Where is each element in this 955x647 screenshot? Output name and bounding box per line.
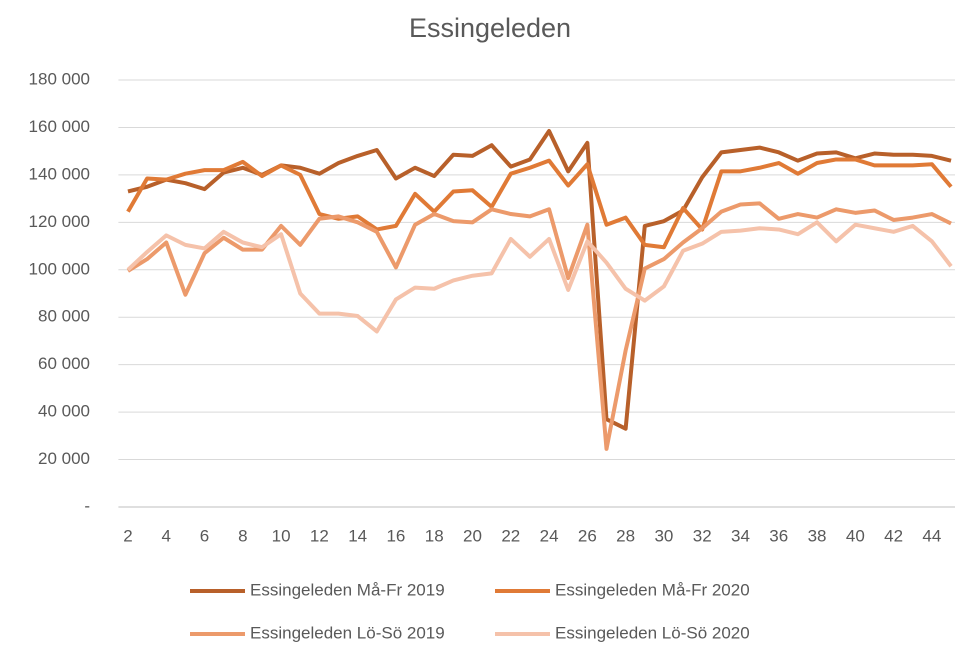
y-tick-label: 180 000 [29, 69, 90, 88]
legend-label: Essingeleden Lö-Sö 2020 [555, 623, 750, 642]
y-tick-label: 80 000 [38, 307, 90, 326]
x-tick-label: 8 [238, 526, 247, 545]
x-tick-label: 6 [200, 526, 209, 545]
x-tick-label: 20 [463, 526, 482, 545]
y-tick-label: 140 000 [29, 164, 90, 183]
y-tick-label: 160 000 [29, 117, 90, 136]
legend-label: Essingeleden Må-Fr 2020 [555, 580, 750, 599]
x-tick-label: 16 [386, 526, 405, 545]
series-line [127, 129, 952, 431]
x-tick-label: 34 [731, 526, 750, 545]
x-tick-label: 12 [310, 526, 329, 545]
x-tick-label: 28 [616, 526, 635, 545]
series-line [126, 157, 953, 250]
x-tick-label: 30 [654, 526, 673, 545]
x-tick-label: 18 [425, 526, 444, 545]
x-tick-label: 14 [348, 526, 367, 545]
y-tick-label: 40 000 [38, 402, 90, 421]
y-tick-label: 100 000 [29, 259, 90, 278]
legend-label: Essingeleden Må-Fr 2019 [250, 580, 445, 599]
legend-label: Essingeleden Lö-Sö 2019 [250, 623, 445, 642]
y-tick-label: 20 000 [38, 449, 90, 468]
x-tick-label: 38 [808, 526, 827, 545]
x-tick-label: 36 [769, 526, 788, 545]
y-tick-label: 60 000 [38, 354, 90, 373]
x-tick-label: 42 [884, 526, 903, 545]
x-tick-label: 44 [922, 526, 941, 545]
x-tick-label: 4 [162, 526, 171, 545]
x-tick-label: 2 [123, 526, 132, 545]
x-tick-label: 32 [693, 526, 712, 545]
series-line [126, 220, 953, 334]
x-tick-label: 22 [501, 526, 520, 545]
x-tick-label: 24 [540, 526, 559, 545]
x-tick-label: 26 [578, 526, 597, 545]
chart-title: Essingeleden [409, 13, 571, 43]
x-tick-label: 40 [846, 526, 865, 545]
y-tick-label: - [84, 496, 90, 515]
x-tick-label: 10 [272, 526, 291, 545]
y-tick-label: 120 000 [29, 212, 90, 231]
